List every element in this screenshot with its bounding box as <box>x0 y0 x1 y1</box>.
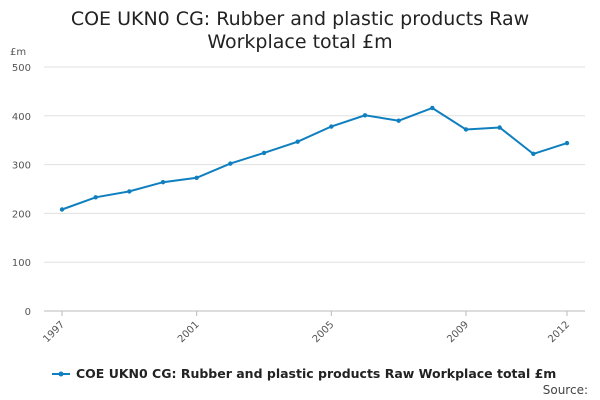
y-axis-unit-label: £m <box>10 47 26 58</box>
y-tick-label: 300 <box>12 161 31 172</box>
x-tick-labels: 1997 2001 2005 2009 2012 <box>41 311 572 345</box>
data-point[interactable] <box>497 125 502 130</box>
y-tick-label: 400 <box>12 112 31 123</box>
data-point[interactable] <box>430 105 435 111</box>
data-point[interactable] <box>93 195 98 200</box>
y-tick-label: 500 <box>12 63 31 74</box>
data-point[interactable] <box>228 161 233 166</box>
data-point[interactable] <box>463 127 469 132</box>
data-point[interactable] <box>261 150 267 156</box>
data-point[interactable] <box>396 118 401 123</box>
x-tick-label: 2009 <box>445 319 471 345</box>
legend-swatch-dot <box>58 371 64 377</box>
data-point[interactable] <box>329 124 334 129</box>
x-tick-label: 2001 <box>176 319 202 345</box>
y-tick-label: 0 <box>25 307 31 318</box>
data-point[interactable] <box>59 207 65 212</box>
x-tick-label: 2012 <box>546 319 572 345</box>
series-points <box>59 105 570 212</box>
gridlines <box>44 66 585 263</box>
x-tick-label: 1997 <box>41 319 67 345</box>
data-point[interactable] <box>295 139 300 144</box>
chart-title: COE UKN0 CG: Rubber and plastic products… <box>70 8 530 53</box>
x-tick-label: 2005 <box>311 319 337 345</box>
y-tick-label: 200 <box>12 209 31 220</box>
data-point[interactable] <box>362 113 368 118</box>
legend[interactable]: COE UKN0 CG: Rubber and plastic products… <box>52 366 556 381</box>
series-line <box>61 106 568 211</box>
legend-label: COE UKN0 CG: Rubber and plastic products… <box>76 366 556 381</box>
data-point[interactable] <box>160 179 166 185</box>
data-point[interactable] <box>127 189 132 194</box>
data-point[interactable] <box>194 175 199 180</box>
data-point[interactable] <box>531 151 536 157</box>
source-label: Source: <box>543 383 588 397</box>
y-tick-labels: 0 100 200 300 400 500 <box>12 63 31 318</box>
data-point[interactable] <box>564 140 570 146</box>
y-tick-label: 100 <box>12 258 31 269</box>
